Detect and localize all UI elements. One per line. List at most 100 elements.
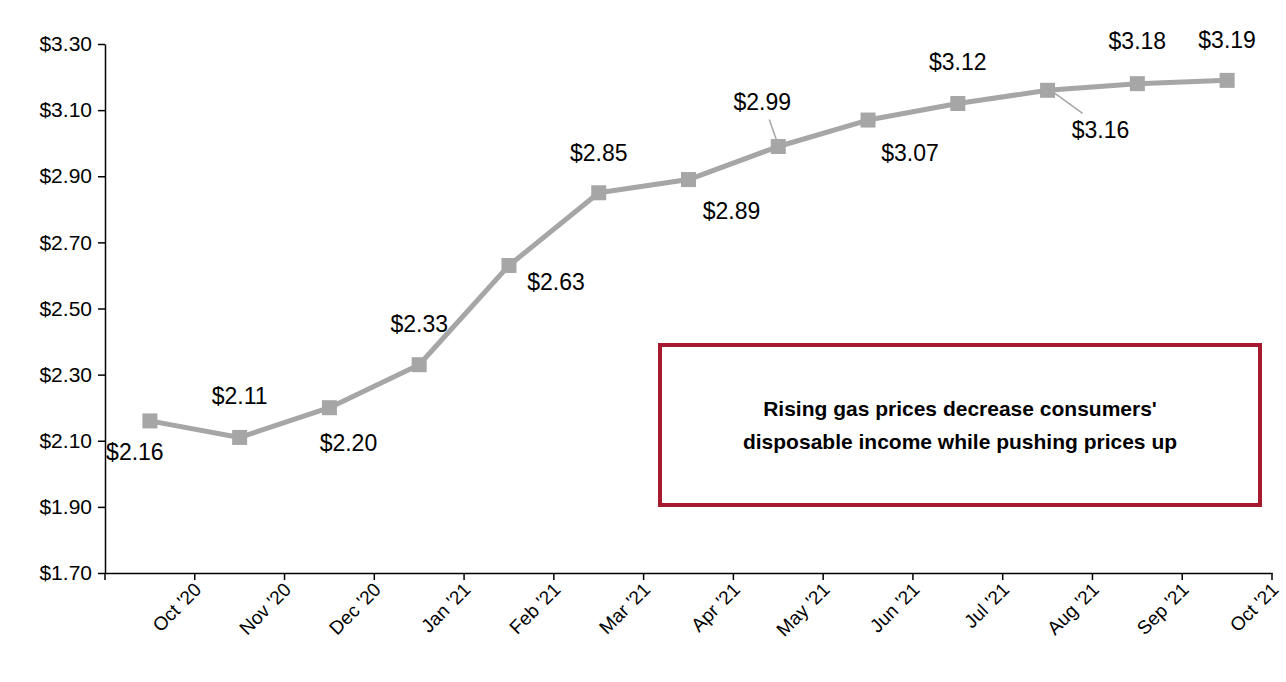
x-axis: Oct '20 Nov '20 Dec '20 Jan '21 Feb '21 Mar '… — [106, 573, 1283, 640]
x-axis-line — [106, 573, 1273, 575]
x-tick-label: Oct '20 — [148, 579, 205, 636]
y-tick-label: $3.10 — [39, 98, 92, 121]
x-tick-mark — [553, 573, 555, 580]
marker — [1220, 73, 1235, 88]
x-tick-mark — [1002, 573, 1004, 580]
y-tick-mark — [98, 110, 105, 112]
x-tick-mark — [463, 573, 465, 580]
x-tick-label: Dec '20 — [325, 579, 385, 639]
x-tick-mark — [1271, 573, 1273, 580]
data-label: $3.18 — [1109, 28, 1167, 54]
x-tick: Aug '21 — [1043, 573, 1103, 639]
x-tick: May '21 — [772, 573, 833, 640]
x-tick-mark — [104, 573, 106, 580]
x-tick: Jan '21 — [417, 573, 475, 637]
x-tick: Oct '20 — [148, 573, 205, 636]
leader-line — [1054, 92, 1083, 113]
data-label: $3.16 — [1072, 117, 1130, 143]
y-tick-label: $2.70 — [39, 231, 92, 254]
data-label: $2.33 — [390, 311, 448, 337]
y-tick: $1.90 — [39, 495, 105, 518]
data-label: $2.85 — [570, 140, 628, 166]
data-label: $3.19 — [1198, 27, 1256, 53]
x-tick-label: Jul '21 — [960, 579, 1013, 632]
marker — [412, 357, 427, 372]
x-tick-label: Apr '21 — [687, 579, 744, 636]
y-tick-mark — [98, 507, 105, 509]
y-tick-label: $2.90 — [39, 164, 92, 187]
x-tick-mark — [733, 573, 735, 580]
data-label: $2.89 — [703, 198, 761, 224]
x-tick: Mar '21 — [595, 573, 654, 638]
x-tick-label: Jan '21 — [417, 579, 475, 637]
x-tick-mark — [1181, 573, 1183, 580]
y-tick-mark — [98, 176, 105, 178]
x-tick-mark — [284, 573, 286, 580]
x-boundary-ticks — [105, 573, 1272, 580]
y-tick-mark — [98, 242, 105, 244]
y-tick-label: $1.90 — [39, 495, 92, 518]
y-tick: $1.70 — [39, 561, 105, 584]
marker — [1040, 83, 1055, 98]
y-tick: $3.30 — [39, 32, 105, 55]
data-label: $3.07 — [881, 140, 939, 166]
x-tick-label: Feb '21 — [505, 579, 564, 638]
y-tick-mark — [98, 441, 105, 443]
x-tick-mark — [643, 573, 645, 580]
x-tick-label: Oct '21 — [1226, 579, 1283, 636]
x-tick: Oct '21 — [1226, 573, 1283, 636]
x-tick: Apr '21 — [687, 573, 744, 636]
annotation-text: Rising gas prices decrease consumers' — [763, 397, 1157, 420]
y-tick-mark — [98, 374, 105, 376]
y-tick: $2.90 — [39, 164, 105, 187]
marker — [501, 258, 516, 273]
y-tick: $2.70 — [39, 231, 105, 254]
marker — [681, 172, 696, 187]
y-tick: $3.10 — [39, 98, 105, 121]
data-label: $2.16 — [106, 439, 164, 465]
x-tick: Dec '20 — [325, 573, 385, 639]
y-axis: $1.70$1.90$2.10$2.30$2.50$2.70$2.90$3.10… — [39, 32, 105, 584]
marker — [950, 96, 965, 111]
x-tick-mark — [374, 573, 376, 580]
data-label: $3.12 — [929, 49, 987, 75]
y-tick-label: $3.30 — [39, 32, 92, 55]
marker — [861, 113, 876, 128]
x-tick: Jun '21 — [866, 573, 924, 637]
y-tick: $2.10 — [39, 429, 105, 452]
marker — [1130, 76, 1145, 91]
y-tick-mark — [98, 44, 105, 46]
marker — [591, 185, 606, 200]
x-tick-mark — [912, 573, 914, 580]
data-label: $2.11 — [212, 383, 268, 409]
x-tick: Sep '21 — [1133, 573, 1193, 639]
y-tick-label: $1.70 — [39, 561, 92, 584]
annotation-box — [660, 345, 1260, 505]
x-tick-label: Aug '21 — [1043, 579, 1103, 639]
x-tick-label: Nov '20 — [235, 579, 295, 639]
leader-line — [769, 119, 776, 139]
x-tick-mark — [194, 573, 196, 580]
y-tick-label: $2.10 — [39, 429, 92, 452]
marker — [232, 430, 247, 445]
data-label: $2.63 — [527, 269, 585, 295]
x-tick-mark — [822, 573, 824, 580]
y-tick-mark — [98, 308, 105, 310]
x-tick: Nov '20 — [235, 573, 295, 639]
annotation-text: disposable income while pushing prices u… — [743, 430, 1177, 453]
x-tick: Jul '21 — [958, 573, 1013, 632]
y-tick-mark — [98, 573, 105, 575]
x-tick-label: Sep '21 — [1133, 579, 1193, 639]
marker — [322, 400, 337, 415]
y-tick: $2.30 — [39, 363, 105, 386]
x-tick-label: May '21 — [772, 579, 833, 640]
annotation: Rising gas prices decrease consumers' dis… — [660, 345, 1260, 505]
marker — [771, 139, 786, 154]
data-label: $2.20 — [320, 430, 378, 456]
x-tick: Feb '21 — [505, 573, 564, 638]
x-tick-label: Jun '21 — [866, 579, 924, 637]
data-label: $2.99 — [733, 89, 791, 115]
chart: $1.70$1.90$2.10$2.30$2.50$2.70$2.90$3.10… — [0, 0, 1286, 682]
x-tick-label: Mar '21 — [595, 579, 654, 638]
x-tick-mark — [1092, 573, 1094, 580]
